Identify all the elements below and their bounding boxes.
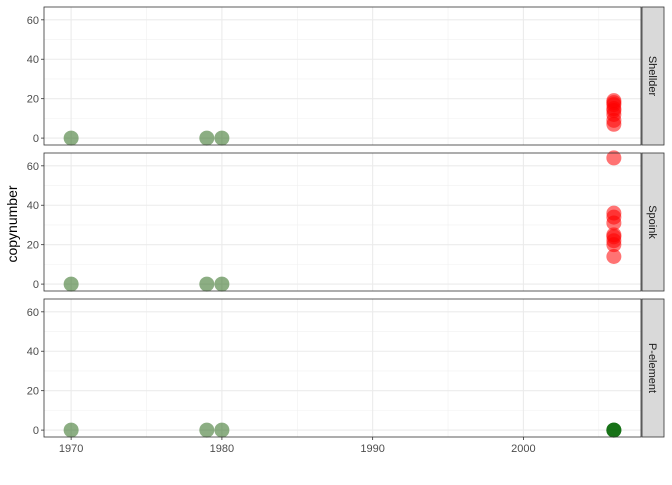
y-axis-title: copynumber (4, 185, 20, 262)
data-point (606, 205, 622, 221)
panel-border (43, 6, 642, 146)
facet-panel-0: 0 20 40 60 Shellder (27, 6, 665, 146)
y-tick-label: 60 (27, 307, 39, 319)
panel-background (44, 299, 641, 437)
panel-background (44, 153, 641, 291)
data-point (63, 276, 79, 292)
panel-border (43, 152, 642, 292)
facet-strip-label: Shellder (646, 56, 658, 97)
y-tick-label: 0 (33, 133, 39, 145)
data-point (606, 227, 622, 243)
y-tick-label: 20 (27, 240, 39, 252)
y-tick-label: 40 (27, 346, 39, 358)
y-tick-label: 60 (27, 161, 39, 173)
data-point (63, 130, 79, 146)
facet-strip (641, 152, 665, 292)
x-tick-label: 1970 (59, 443, 83, 455)
panel-border (43, 298, 642, 438)
data-point (606, 150, 622, 166)
facet-panel-1: 0 20 40 60 Spoink (27, 150, 665, 292)
facet-strip (641, 6, 665, 146)
data-point (199, 130, 215, 146)
y-tick-label: 40 (27, 200, 39, 212)
data-point (199, 276, 215, 292)
data-point (214, 276, 230, 292)
data-point (606, 93, 622, 109)
facet-strip-label: P-element (646, 343, 658, 393)
y-tick-label: 60 (27, 15, 39, 27)
x-tick-label: 2000 (511, 443, 535, 455)
y-tick-label: 40 (27, 54, 39, 66)
data-point (606, 422, 622, 438)
facet-strip (641, 298, 665, 438)
y-tick-label: 20 (27, 386, 39, 398)
y-tick-label: 20 (27, 94, 39, 106)
y-tick-label: 0 (33, 279, 39, 291)
data-point (214, 130, 230, 146)
facet-strip-label: Spoink (646, 205, 658, 239)
facet-panel-2: 0 20 40 60 P-element (27, 298, 665, 438)
data-point (199, 422, 215, 438)
x-tick-label: 1980 (210, 443, 234, 455)
data-point (606, 249, 622, 264)
data-point (214, 422, 230, 438)
panel-background (44, 7, 641, 145)
data-point (63, 422, 79, 438)
x-tick-label: 1990 (360, 443, 384, 455)
y-tick-label: 0 (33, 425, 39, 437)
